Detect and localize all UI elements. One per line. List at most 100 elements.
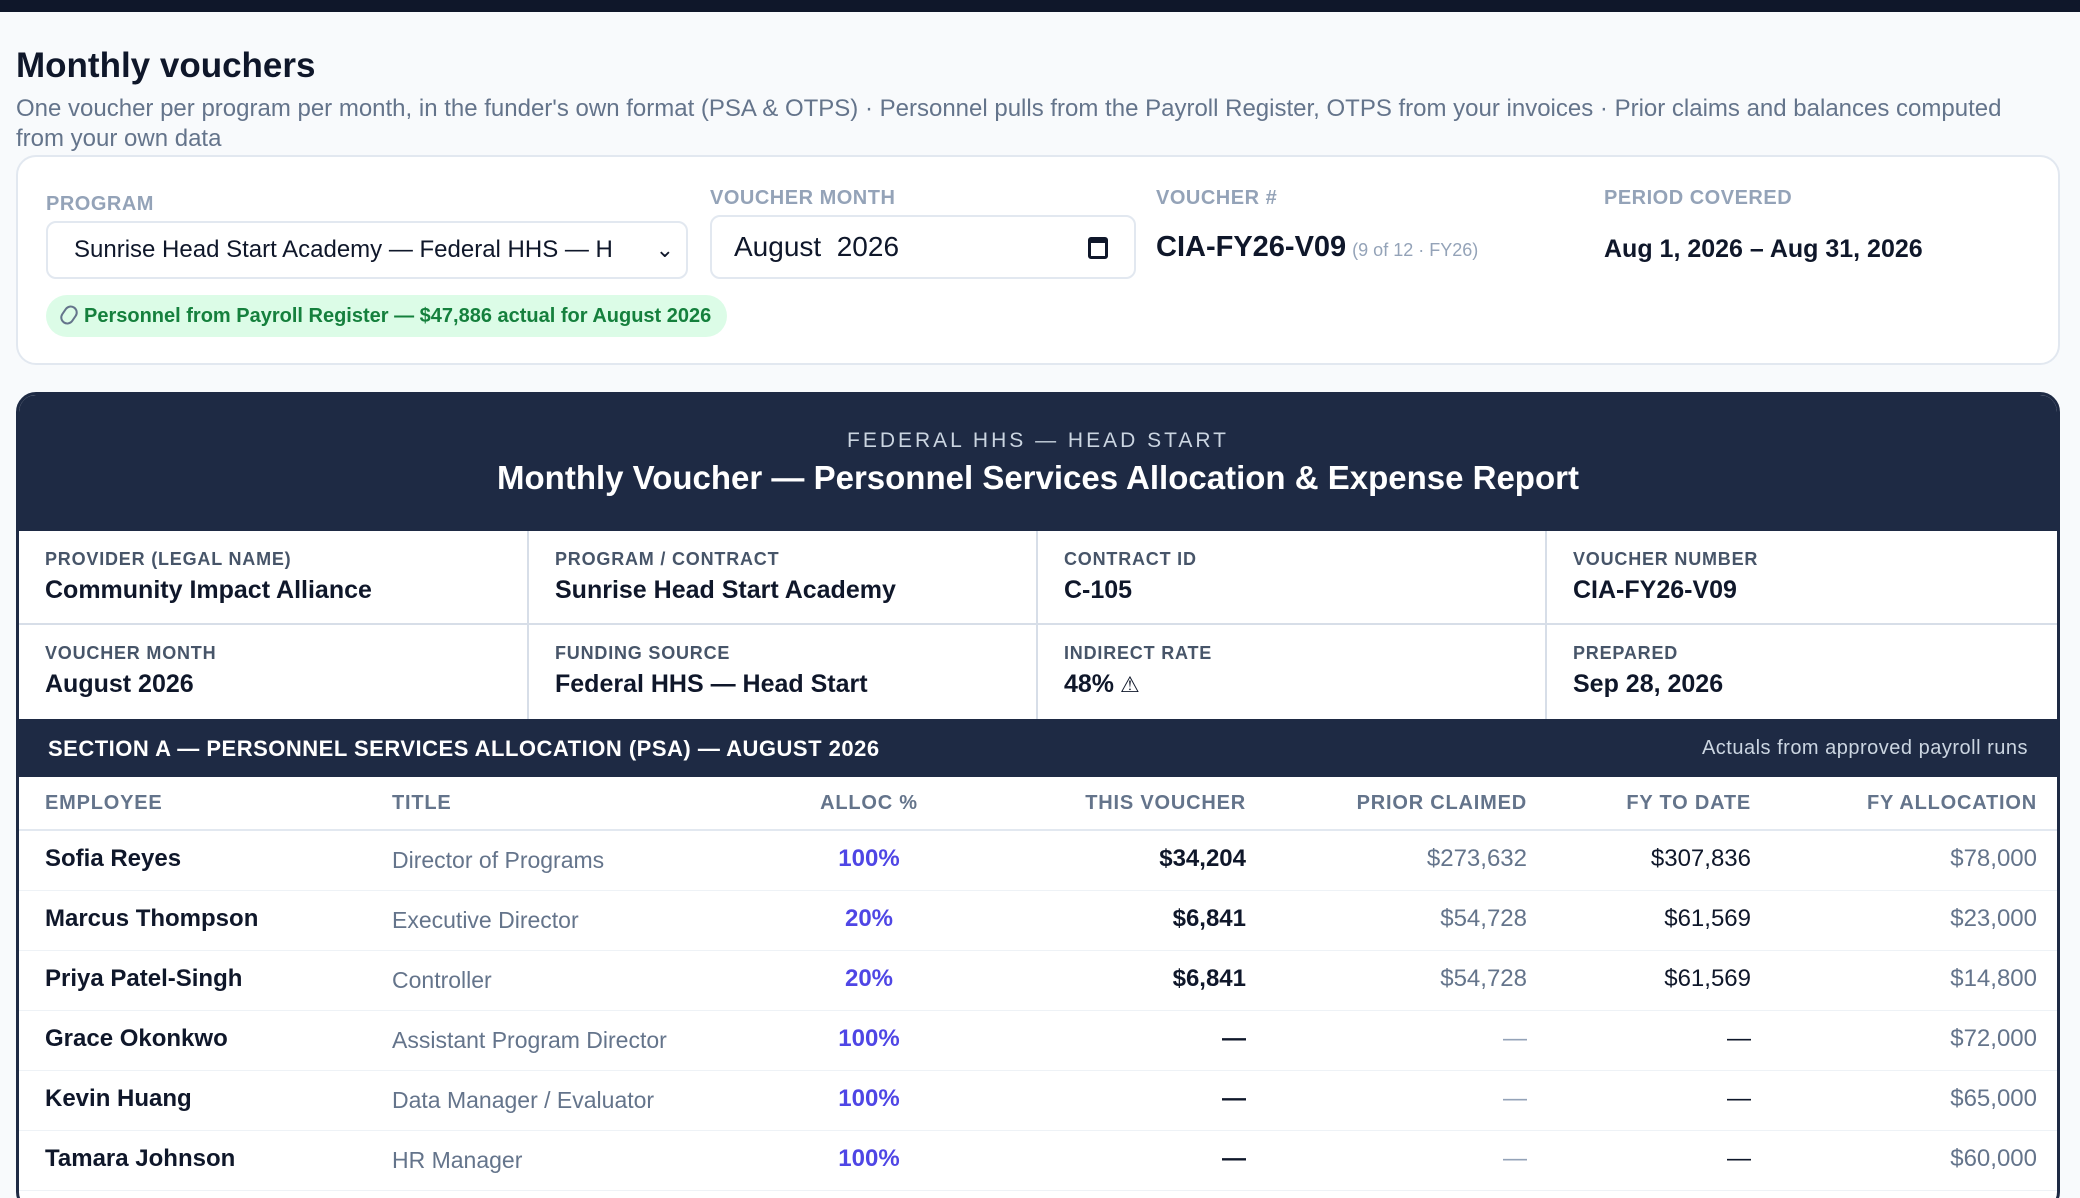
program-select-value: Sunrise Head Start Academy — Federal HHS… (74, 236, 613, 263)
table-row[interactable]: Grace Okonkwo Assistant Program Director… (19, 1011, 2057, 1071)
employee-name: Priya Patel-Singh (45, 965, 243, 992)
section-a-note: Actuals from approved payroll runs (1701, 737, 2028, 759)
meta-label: INDIRECT RATE (1064, 643, 1213, 663)
program-label: PROGRAM (46, 193, 154, 215)
fy-allocation-amount: $14,800 (1950, 965, 2037, 992)
this-voucher-amount: $6,841 (1172, 905, 1246, 932)
employee-title: Executive Director (392, 907, 579, 933)
section-a-header: SECTION A — PERSONNEL SERVICES ALLOCATIO… (19, 719, 2057, 777)
employee-title: Data Manager / Evaluator (392, 1087, 655, 1113)
funder-name: FEDERAL HHS — HEAD START (847, 429, 1229, 452)
meta-label: PREPARED (1573, 643, 1679, 663)
paperclip-icon (57, 302, 81, 328)
warning-icon[interactable]: ⚠ (1120, 672, 1140, 697)
fy-allocation-amount: $23,000 (1950, 905, 2037, 932)
col-employee[interactable]: EMPLOYEE (45, 792, 163, 814)
this-voucher-amount: — (1222, 1085, 1246, 1112)
employee-name: Marcus Thompson (45, 905, 259, 932)
table-row[interactable]: Tamara Johnson HR Manager 100% — — — $60… (19, 1131, 2057, 1191)
psa-table-body: Sofia Reyes Director of Programs 100% $3… (19, 831, 2057, 1191)
col-title[interactable]: TITLE (392, 792, 452, 814)
fy-to-date-amount: $61,569 (1664, 965, 1751, 992)
meta-value: Federal HHS — Head Start (555, 670, 868, 698)
calendar-icon[interactable] (1088, 237, 1108, 259)
col-this-voucher[interactable]: THIS VOUCHER (1085, 792, 1246, 814)
meta-contract-id: CONTRACT ID C-105 (1038, 531, 1547, 625)
employee-title: HR Manager (392, 1147, 523, 1173)
this-voucher-amount: $34,204 (1159, 845, 1246, 872)
alloc-percent: 100% (838, 1025, 900, 1052)
section-a-title: SECTION A — PERSONNEL SERVICES ALLOCATIO… (48, 736, 880, 761)
voucher-sequence: (9 of 12 · FY26) (1352, 240, 1479, 260)
chevron-down-icon: ⌄ (655, 237, 674, 262)
alloc-percent: 100% (838, 845, 900, 872)
voucher-header: FEDERAL HHS — HEAD START Monthly Voucher… (19, 395, 2057, 531)
meta-voucher-number: VOUCHER NUMBER CIA-FY26-V09 (1547, 531, 2057, 625)
meta-label: CONTRACT ID (1064, 549, 1197, 569)
voucher-controls-card: PROGRAM Sunrise Head Start Academy — Fed… (16, 155, 2060, 365)
meta-provider: PROVIDER (LEGAL NAME) Community Impact A… (19, 531, 529, 625)
meta-value: Community Impact Alliance (45, 576, 372, 604)
alloc-percent: 20% (844, 965, 894, 992)
fy-to-date-amount: — (1727, 1085, 1751, 1112)
page-subtitle: One voucher per program per month, in th… (16, 95, 2002, 152)
fy-allocation-amount: $60,000 (1950, 1145, 2037, 1172)
prior-claimed-amount: — (1503, 1025, 1527, 1052)
program-select[interactable]: Sunrise Head Start Academy — Federal HHS… (46, 221, 688, 279)
prior-claimed-amount: — (1503, 1085, 1527, 1112)
employee-name: Grace Okonkwo (45, 1025, 228, 1052)
meta-label: PROGRAM / CONTRACT (555, 549, 780, 569)
voucher-number: CIA-FY26-V09 (9 of 12 · FY26) (1156, 231, 1478, 264)
fy-to-date-amount: $307,836 (1650, 845, 1751, 872)
table-row[interactable]: Priya Patel-Singh Controller 20% $6,841 … (19, 951, 2057, 1011)
voucher-month-input[interactable]: August 2026 (710, 215, 1136, 279)
employee-title: Assistant Program Director (392, 1027, 667, 1053)
employee-name: Sofia Reyes (45, 845, 182, 872)
employee-title: Director of Programs (392, 847, 605, 873)
this-voucher-amount: — (1222, 1025, 1246, 1052)
meta-value: Sep 28, 2026 (1573, 670, 1724, 698)
meta-value: Sunrise Head Start Academy (555, 576, 896, 604)
payroll-source-badge: Personnel from Payroll Register — $47,88… (46, 295, 728, 337)
employee-name: Kevin Huang (45, 1085, 192, 1112)
table-row[interactable]: Marcus Thompson Executive Director 20% $… (19, 891, 2057, 951)
meta-funding-source: FUNDING SOURCE Federal HHS — Head Start (529, 625, 1038, 719)
meta-label: PROVIDER (LEGAL NAME) (45, 549, 292, 569)
meta-voucher-month: VOUCHER MONTH August 2026 (19, 625, 529, 719)
fy-to-date-amount: — (1727, 1145, 1751, 1172)
alloc-percent: 100% (838, 1085, 900, 1112)
fy-allocation-amount: $65,000 (1950, 1085, 2037, 1112)
voucher-month-label: VOUCHER MONTH (710, 187, 896, 209)
fy-to-date-amount: — (1727, 1025, 1751, 1052)
payroll-source-text: Personnel from Payroll Register — $47,88… (84, 305, 712, 327)
fy-allocation-amount: $72,000 (1950, 1025, 2037, 1052)
table-row[interactable]: Kevin Huang Data Manager / Evaluator 100… (19, 1071, 2057, 1131)
meta-value: 48% ⚠ (1064, 670, 1545, 699)
top-bar (0, 0, 2080, 12)
voucher-month-value: August 2026 (734, 231, 900, 262)
col-fy-allocation[interactable]: FY ALLOCATION (1866, 792, 2037, 814)
employee-name: Tamara Johnson (45, 1145, 236, 1172)
psa-table-header: EMPLOYEE TITLE ALLOC % THIS VOUCHER PRIO… (19, 777, 2057, 831)
fy-to-date-amount: $61,569 (1664, 905, 1751, 932)
col-alloc[interactable]: ALLOC % (820, 792, 918, 814)
voucher-document: FEDERAL HHS — HEAD START Monthly Voucher… (16, 392, 2060, 1198)
this-voucher-amount: — (1222, 1145, 1246, 1172)
meta-indirect-rate: INDIRECT RATE 48% ⚠ (1038, 625, 1547, 719)
col-prior-claimed[interactable]: PRIOR CLAIMED (1356, 792, 1527, 814)
voucher-title: Monthly Voucher — Personnel Services All… (497, 459, 1579, 496)
prior-claimed-amount: $273,632 (1426, 845, 1527, 872)
voucher-number-label: VOUCHER # (1156, 187, 1278, 209)
employee-title: Controller (392, 967, 492, 993)
period-covered-value: Aug 1, 2026 – Aug 31, 2026 (1604, 235, 1923, 263)
meta-label: VOUCHER MONTH (45, 643, 217, 663)
prior-claimed-amount: — (1503, 1145, 1527, 1172)
meta-prepared: PREPARED Sep 28, 2026 (1547, 625, 2057, 719)
fy-allocation-amount: $78,000 (1950, 845, 2037, 872)
voucher-meta-grid: PROVIDER (LEGAL NAME) Community Impact A… (19, 531, 2057, 719)
indirect-rate-value: 48% (1064, 670, 1115, 698)
alloc-percent: 20% (844, 905, 894, 932)
this-voucher-amount: $6,841 (1172, 965, 1246, 992)
table-row[interactable]: Sofia Reyes Director of Programs 100% $3… (19, 831, 2057, 891)
col-fy-to-date[interactable]: FY TO DATE (1626, 792, 1751, 814)
